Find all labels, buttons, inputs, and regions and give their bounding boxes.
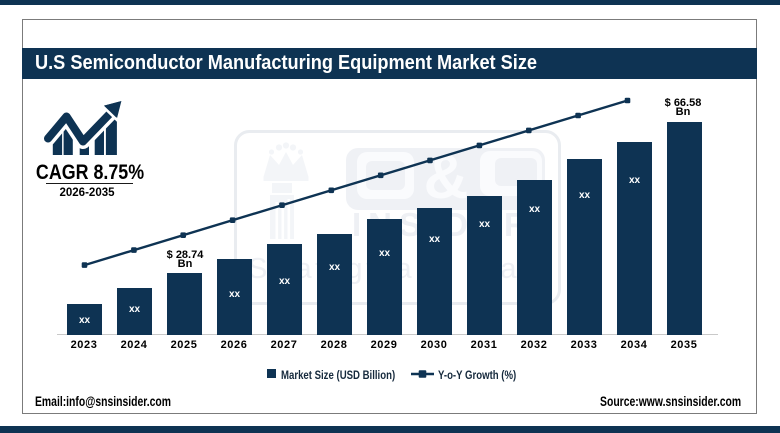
svg-text:&: & [424,143,469,212]
